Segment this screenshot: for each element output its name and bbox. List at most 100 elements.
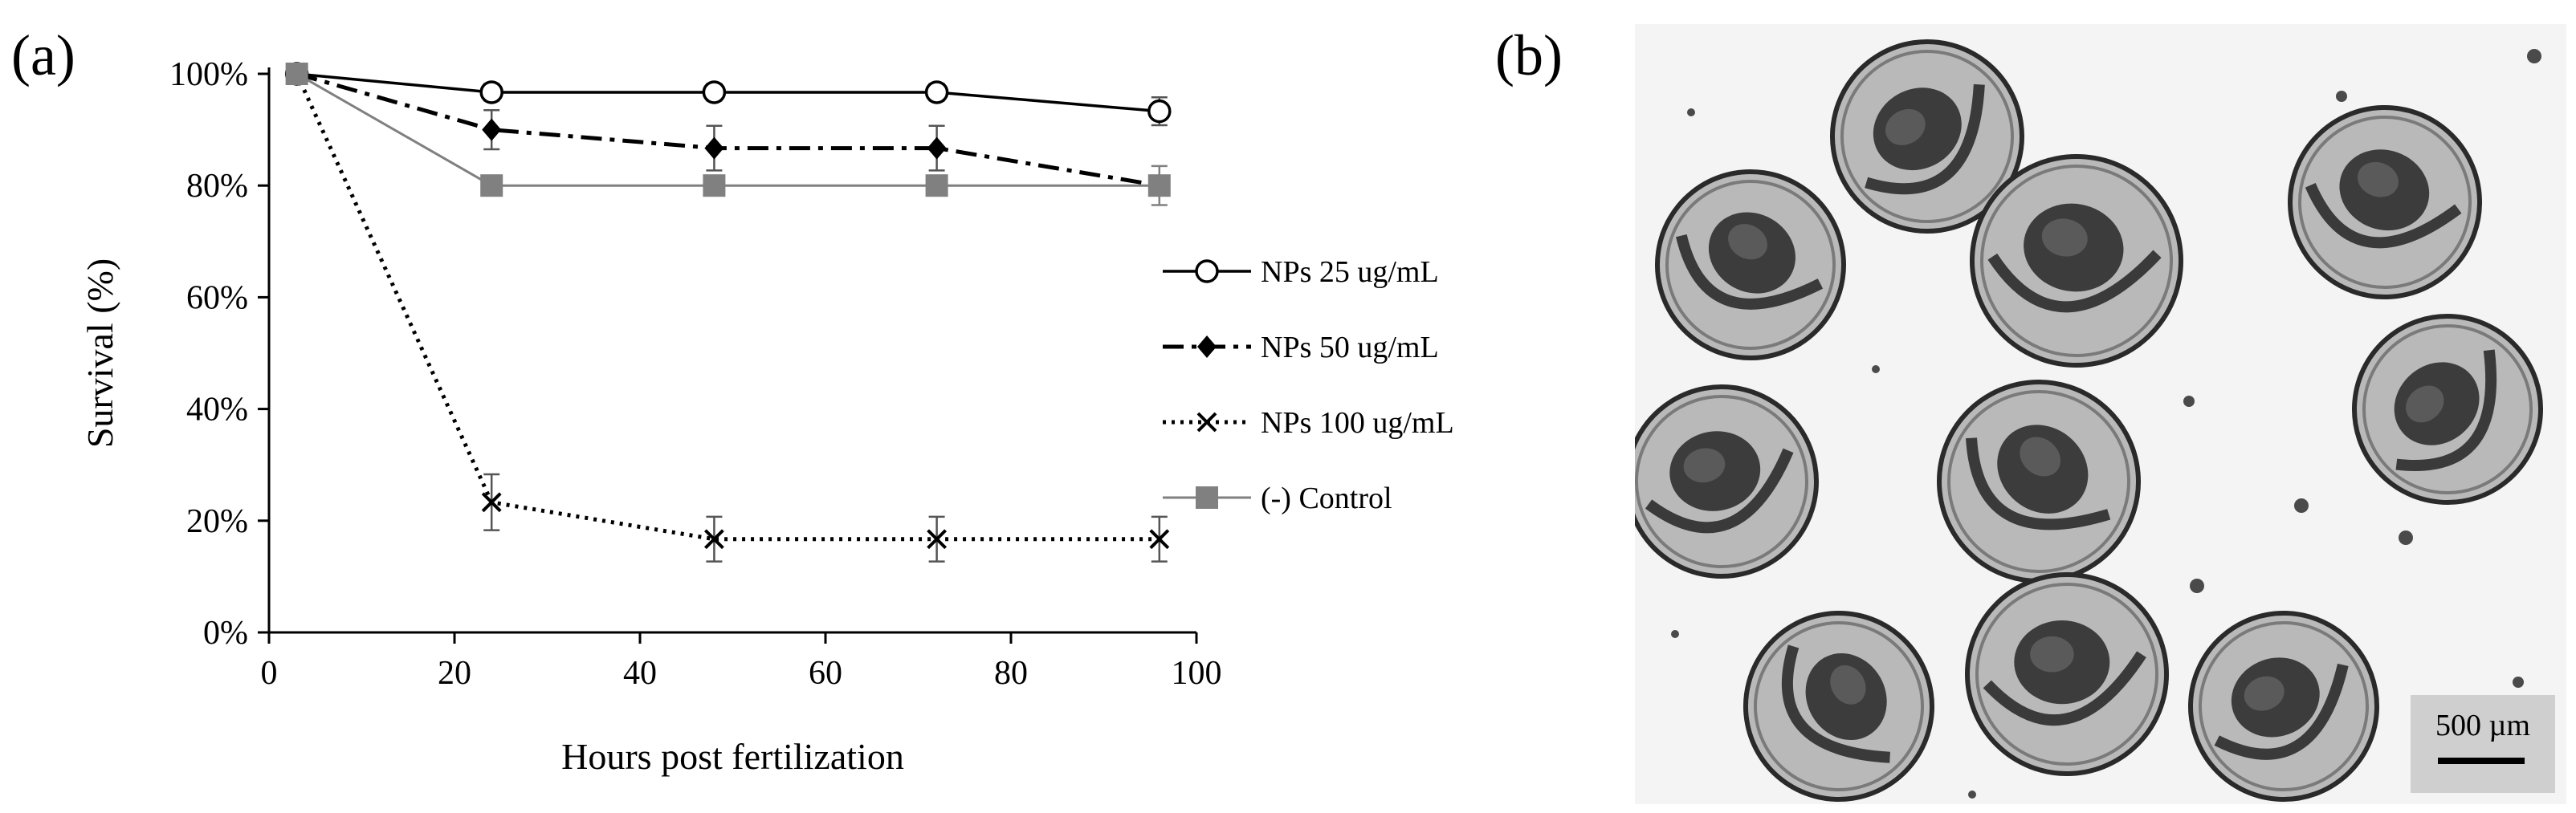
embryo-highlight bbox=[2020, 437, 2061, 477]
y-tick-label: 40% bbox=[186, 392, 248, 429]
debris-speck bbox=[2183, 396, 2195, 407]
debris-speck bbox=[2294, 498, 2309, 513]
x-axis-title: Hours post fertilization bbox=[561, 736, 904, 777]
panel-a-label: (a) bbox=[11, 23, 75, 87]
data-point bbox=[1147, 174, 1171, 197]
chorion-inner bbox=[1975, 583, 2158, 766]
embryo-tail bbox=[1645, 448, 1794, 534]
chorion-inner bbox=[1754, 621, 1924, 791]
x-tick-label: 100 bbox=[1172, 655, 1222, 692]
y-tick-label: 100% bbox=[169, 56, 248, 93]
embryo bbox=[1937, 380, 2141, 583]
debris-speck bbox=[1968, 791, 1976, 799]
debris-speck bbox=[2513, 677, 2524, 688]
series-line bbox=[296, 71, 1160, 188]
embryo-tail bbox=[1781, 644, 1890, 763]
data-point bbox=[285, 63, 308, 85]
series-1 bbox=[296, 71, 1160, 188]
legend-marker bbox=[1196, 412, 1217, 433]
y-axis-title: Survival (%) bbox=[79, 258, 120, 448]
data-point bbox=[703, 529, 724, 550]
embryo-tail bbox=[1966, 437, 2111, 530]
debris-speck bbox=[2336, 91, 2347, 102]
legend-marker bbox=[1195, 259, 1219, 283]
y-tick-label: 80% bbox=[186, 168, 248, 205]
y-tick-label: 20% bbox=[186, 503, 248, 540]
series-line bbox=[295, 72, 1160, 542]
embryo-highlight bbox=[1728, 224, 1767, 260]
x-tick-label: 60 bbox=[809, 655, 842, 692]
embryo bbox=[1635, 384, 1819, 579]
chorion-inner bbox=[1840, 49, 2014, 223]
y-tick-label: 60% bbox=[186, 279, 248, 316]
embryo-tail bbox=[1987, 250, 2162, 313]
x-tick-label: 0 bbox=[261, 655, 278, 692]
embryo-tail bbox=[2395, 349, 2497, 471]
legend-marker bbox=[1197, 335, 1217, 358]
data-point bbox=[703, 174, 726, 197]
data-point bbox=[482, 118, 502, 141]
debris-speck bbox=[2399, 530, 2413, 545]
data-point bbox=[702, 80, 727, 104]
embryo-highlight bbox=[1683, 448, 1726, 483]
embryo-tail bbox=[2305, 183, 2462, 249]
series-line bbox=[296, 72, 1160, 113]
legend-label: (-) Control bbox=[1261, 482, 1392, 515]
series-line bbox=[296, 72, 1160, 187]
embryo bbox=[2188, 611, 2379, 802]
data-point bbox=[704, 136, 724, 160]
chorion-inner bbox=[2362, 324, 2533, 494]
embryo-tail bbox=[1983, 651, 2146, 726]
data-point bbox=[1149, 529, 1170, 550]
y-tick-label: 0% bbox=[203, 615, 248, 652]
embryo-tail bbox=[1676, 234, 1824, 310]
data-point bbox=[924, 80, 949, 104]
debris-speck bbox=[2527, 49, 2541, 63]
embryo-highlight bbox=[1885, 108, 1926, 145]
scale-bar bbox=[2438, 758, 2525, 764]
data-point bbox=[479, 80, 503, 104]
embryo bbox=[1970, 154, 2183, 368]
series-2 bbox=[295, 72, 1160, 542]
embryo-highlight bbox=[2406, 385, 2444, 423]
embryo bbox=[1965, 572, 2169, 776]
legend-label: NPs 50 ug/mL bbox=[1261, 331, 1439, 364]
embryo bbox=[1655, 169, 1846, 360]
embryo-highlight bbox=[2357, 161, 2399, 197]
embryo-highlight bbox=[1830, 665, 1866, 705]
embryo-highlight bbox=[2244, 676, 2285, 711]
debris-speck bbox=[1872, 365, 1880, 373]
scale-bar-box: 500 µm bbox=[2411, 695, 2555, 793]
embryo-tail bbox=[1865, 83, 1985, 195]
embryo bbox=[1830, 39, 2024, 234]
embryo-highlight bbox=[2030, 636, 2074, 673]
debris-speck bbox=[2190, 579, 2204, 593]
x-tick-label: 80 bbox=[994, 655, 1028, 692]
survival-chart: 0% 20% 40% 60% 80% 100% 0 20 40 60 80 100 Hours post… bbox=[79, 56, 1454, 777]
x-tick-label: 40 bbox=[623, 655, 657, 692]
debris-speck bbox=[1671, 630, 1679, 638]
chorion-inner bbox=[2199, 621, 2369, 791]
data-point bbox=[481, 492, 502, 513]
scale-bar-label: 500 µm bbox=[2435, 709, 2530, 742]
chorion-inner bbox=[1947, 390, 2130, 573]
x-tick-label: 20 bbox=[438, 655, 471, 692]
data-point bbox=[1147, 99, 1172, 124]
data-point bbox=[927, 529, 948, 550]
chorion-inner bbox=[2298, 116, 2472, 289]
embryo-micrograph: 500 µm bbox=[1635, 24, 2566, 804]
data-point bbox=[925, 174, 948, 197]
chorion-inner bbox=[1635, 395, 1808, 568]
data-point bbox=[927, 136, 947, 160]
embryo bbox=[1743, 611, 1934, 802]
series-0 bbox=[296, 72, 1160, 113]
panel-b-label: (b) bbox=[1495, 23, 1563, 87]
chorion-inner bbox=[1980, 165, 2173, 357]
embryo bbox=[2352, 314, 2543, 505]
embryo bbox=[2288, 105, 2482, 299]
series-3 bbox=[296, 72, 1160, 187]
debris-speck bbox=[1687, 108, 1695, 116]
embryo-highlight bbox=[2041, 218, 2088, 257]
embryo-tail bbox=[2214, 663, 2349, 760]
data-point bbox=[480, 174, 503, 197]
